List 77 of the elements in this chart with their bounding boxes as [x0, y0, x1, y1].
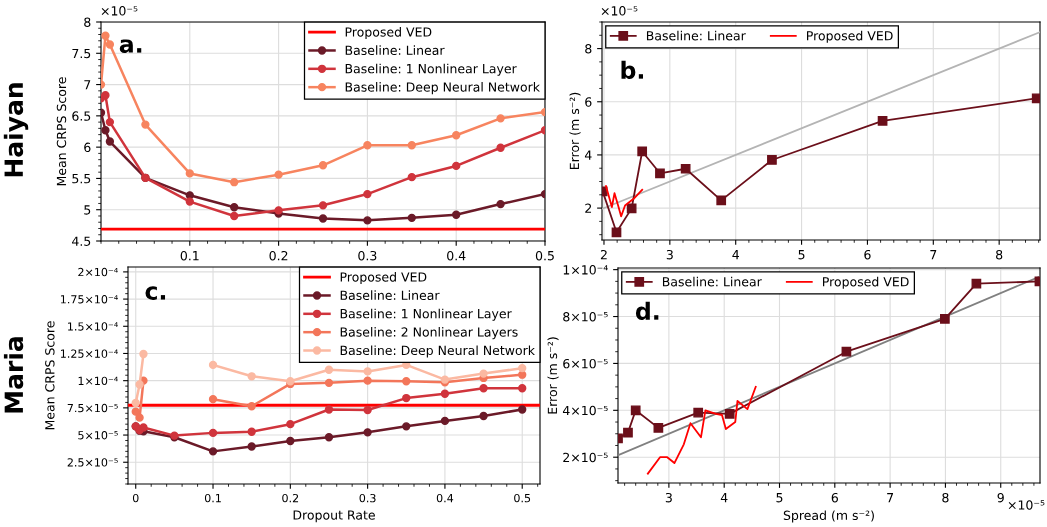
x-tick-label: 0.3 [358, 250, 377, 261]
x-tick-label: 8 [942, 492, 949, 503]
text: a. [119, 39, 142, 53]
x-tick-label: 0.5 [535, 250, 554, 261]
y-axis-title: Error (m s⁻²) [569, 92, 581, 169]
legend-label: Baseline: Linear [662, 276, 762, 287]
x-tick-label: 0.2 [282, 493, 299, 503]
y-tick-label: 8 [84, 17, 91, 27]
y-tick-label: 6.5 [72, 111, 91, 121]
x-tick-label: 5 [776, 493, 783, 503]
text: ×10⁻⁵ [101, 6, 138, 16]
legend-label: Baseline: 1 Nonlinear Layer [345, 63, 517, 76]
text: c. [145, 286, 166, 300]
legend-label: Baseline: Deep Neural Network [340, 345, 535, 358]
x-tick-label: 7 [887, 493, 894, 503]
y-tick-label: 8 [585, 44, 592, 54]
y-tick-label: 5×10⁻⁵ [78, 431, 118, 440]
y-tick-label: 2×10⁻⁵ [563, 452, 608, 463]
x-tick-label: 0.4 [436, 493, 454, 503]
legend-label: Proposed VED [345, 27, 432, 40]
x-tick-label: 6 [864, 249, 871, 260]
text: Maria [3, 337, 24, 413]
legend-label: Proposed VED [340, 272, 427, 285]
y-tick-label: 6×10⁻⁵ [563, 358, 608, 369]
x-tick-label: 0.1 [180, 250, 199, 261]
x-tick-label: 0 [132, 493, 139, 503]
x-tick-label: 3 [666, 249, 673, 260]
legend-label: Proposed VED [807, 30, 893, 43]
y-tick-label: 1.5×10⁻⁴ [68, 322, 118, 331]
legend-label: Baseline: Linear [646, 30, 746, 41]
text: d. [635, 301, 659, 320]
y-tick-label: 6 [84, 142, 91, 153]
text: b. [621, 60, 643, 79]
legend-label: Proposed VED [823, 276, 909, 289]
x-tick-label: 0.2 [269, 250, 288, 261]
text: ×10⁻⁵ [1008, 500, 1045, 510]
x-tick-label: 0.4 [447, 250, 466, 261]
x-tick-label: 0.1 [204, 493, 221, 503]
x-tick-label: 0.5 [514, 493, 531, 503]
x-tick-label: 6 [831, 492, 838, 503]
y-axis-title: Mean CRPS Score [45, 321, 55, 430]
legend-label: Baseline: Linear [345, 45, 445, 56]
y-tick-label: 7.5 [72, 48, 91, 59]
x-tick-label: 5 [798, 250, 805, 260]
x-tick-label: 4 [720, 493, 728, 503]
legend-label: Baseline: Deep Neural Network [345, 82, 540, 95]
y-tick-label: 1.75×10⁻⁴ [60, 295, 118, 304]
y-tick-label: 4×10⁻⁵ [562, 405, 608, 416]
y-tick-label: 8×10⁻⁵ [563, 312, 608, 322]
y-tick-label: 7.5×10⁻⁵ [67, 403, 118, 413]
y-tick-label: 1×10⁻⁴ [563, 265, 608, 275]
x-tick-label: 4 [732, 250, 739, 260]
x-tick-label: 0.3 [359, 493, 376, 503]
y-tick-label: 4 [584, 150, 592, 160]
legend-label: Baseline: 2 Nonlinear Layers [340, 327, 518, 340]
y-tick-label: 4.5 [72, 236, 91, 246]
x-tick-label: 7 [930, 250, 937, 260]
y-tick-label: 1×10⁻⁴ [78, 376, 118, 386]
y-tick-label: 6 [585, 97, 592, 107]
y-tick-label: 1.25×10⁻⁴ [60, 349, 118, 358]
x-tick-label: 8 [996, 249, 1003, 260]
y-tick-label: 2.5×10⁻⁵ [67, 458, 118, 467]
x-axis-title: Spread (m s⁻²) [783, 510, 874, 523]
y-tick-label: 2×10⁻⁴ [78, 267, 118, 277]
y-tick-label: 5.5 [72, 174, 91, 184]
legend-label: Baseline: Linear [340, 290, 440, 301]
text: Haiyan [3, 83, 29, 177]
y-tick-label: 2 [585, 203, 592, 213]
y-tick-label: 7 [84, 80, 91, 90]
y-axis-title: Error (m s⁻²) [547, 337, 559, 414]
legend-label: Baseline: 1 Nonlinear Layer [340, 308, 512, 321]
y-tick-label: 5 [84, 205, 91, 215]
y-axis-title: Mean CRPS Score [56, 77, 67, 186]
text: ×10⁻⁵ [601, 6, 638, 16]
x-axis-title: Dropout Rate [293, 510, 375, 523]
x-tick-label: 9 [997, 492, 1004, 503]
x-tick-label: 3 [665, 492, 672, 503]
